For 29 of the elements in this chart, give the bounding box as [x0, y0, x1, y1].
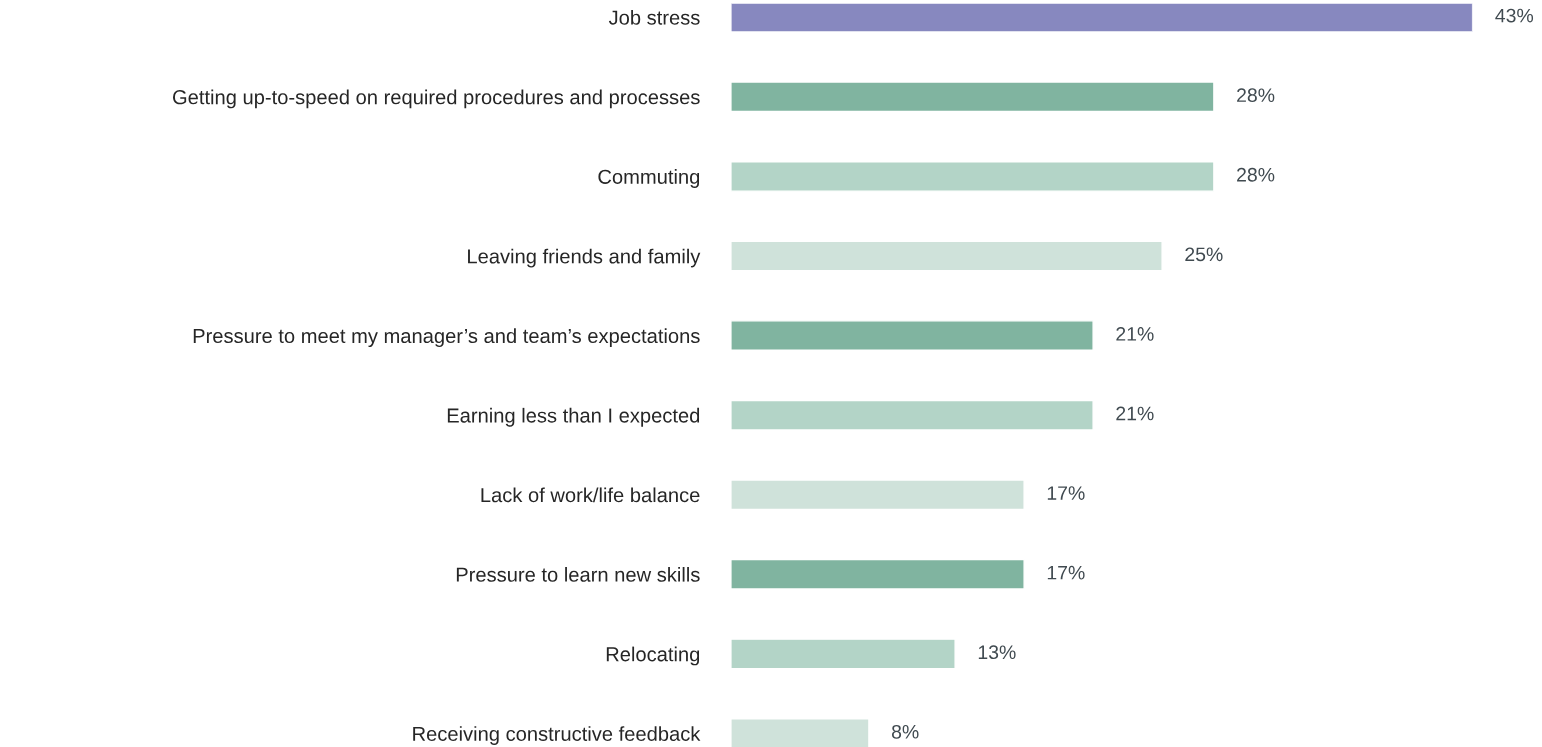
y-tick-label: Leaving friends and family	[468, 248, 701, 268]
bar	[730, 240, 1163, 272]
bar	[730, 558, 1025, 590]
data-label: 28%	[1237, 167, 1275, 182]
bar	[730, 81, 1215, 113]
y-tick-label: Pressure to learn new skills	[456, 567, 700, 582]
y-tick-label: Earning less than I expected	[447, 407, 700, 427]
bar	[730, 479, 1025, 511]
bar	[730, 399, 1094, 431]
data-label: 13%	[978, 645, 1016, 660]
data-label: 17%	[1047, 565, 1085, 580]
bar	[730, 638, 956, 670]
data-label: 21%	[1116, 327, 1154, 341]
y-tick-label: Commuting	[598, 169, 700, 188]
y-tick-label: Pressure to meet my manager’s and team’s expectations	[193, 328, 700, 348]
data-label: 25%	[1185, 247, 1223, 262]
y-tick-label: Lack of work/life balance	[481, 487, 700, 503]
y-tick-label: Receiving constructive feedback	[413, 726, 701, 745]
y-tick-label: Relocating	[606, 646, 700, 666]
y-tick-label: Getting up-to-speed on required procedures and processes	[173, 89, 700, 109]
data-label: 43%	[1495, 8, 1534, 23]
bar	[730, 161, 1215, 192]
data-label: 21%	[1116, 406, 1154, 421]
data-label: 28%	[1237, 88, 1275, 103]
y-tick-label: Job stress	[608, 9, 700, 25]
data-label: 8%	[891, 724, 919, 739]
data-label: 17%	[1047, 486, 1085, 500]
bar	[730, 3, 1473, 33]
bar	[730, 320, 1094, 351]
